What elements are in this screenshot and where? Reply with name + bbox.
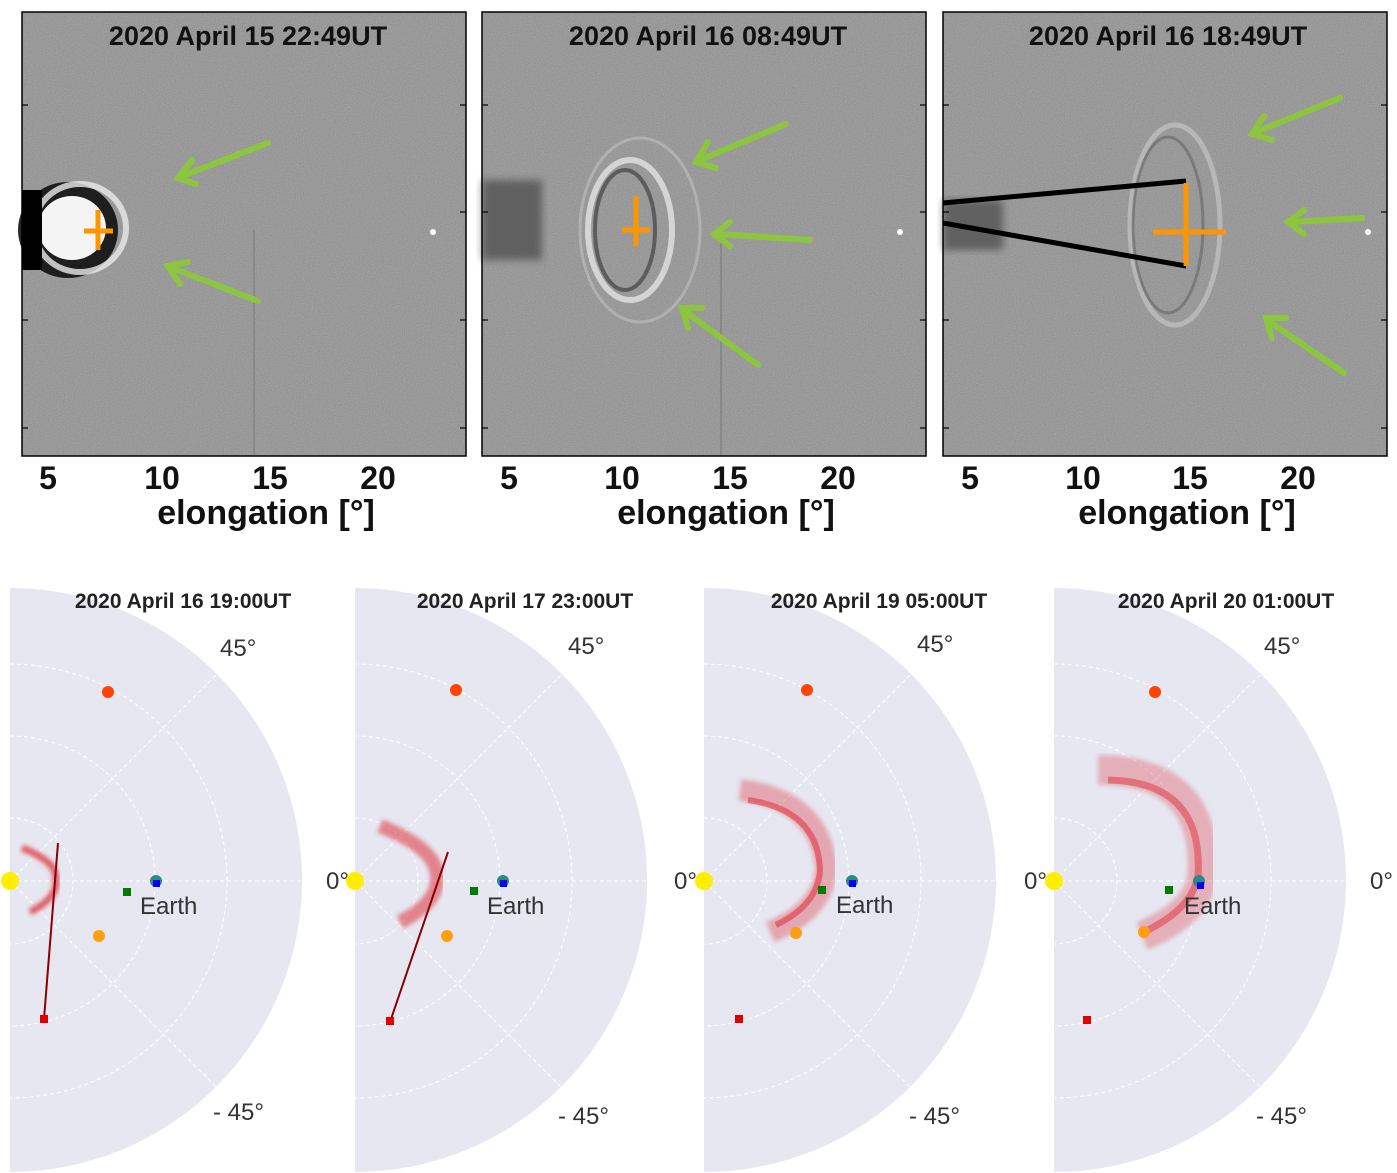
top-title-3: 2020 April 16 18:49UT [1029,21,1308,51]
angle-0-label-2: 0° [674,868,697,895]
polar-panel-3: 0° Earth 45° - 45° 2020 April 19 05:00UT [674,588,996,1172]
top-panel-2 [481,11,927,457]
angle-45-label-4: 45° [1264,633,1300,660]
green-arrows-1 [163,140,271,304]
angle-m45-label-3: - 45° [909,1103,960,1130]
x-tick-label: 10 [144,460,180,496]
earth-label-1: Earth [140,893,197,920]
green-arrows-2 [677,121,813,368]
earth-label-3: Earth [836,892,893,919]
angle-0-label-4: 0° [1370,868,1393,895]
orange-cross-2 [622,196,650,246]
polar-title-1: 2020 April 16 19:00UT [75,590,292,613]
x-tick-label: 15 [712,460,748,496]
x-axis-label-2: elongation [°] [617,494,835,532]
x-tick-label: 20 [820,460,856,496]
polar-panel-1: Earth 45° - 45° 2020 April 16 19:00UT [1,588,302,1172]
x-tick-label: 5 [500,460,518,496]
x-tick-label: 20 [1280,460,1316,496]
angle-45-label-1: 45° [220,635,256,662]
top-title-2: 2020 April 16 08:49UT [569,21,848,51]
top-title-1: 2020 April 15 22:49UT [109,21,388,51]
x-axis-label-3: elongation [°] [1078,494,1296,532]
x-tick-label: 15 [252,460,288,496]
angle-45-label-2: 45° [568,633,604,660]
x-axis-label-1: elongation [°] [157,494,375,532]
angle-0-label-1: 0° [326,868,349,895]
top-panel-3 [942,11,1388,457]
earth-label-2: Earth [487,893,544,920]
angle-m45-label-4: - 45° [1256,1103,1307,1130]
top-panel-1 [18,11,467,457]
orange-cross-1 [84,210,113,250]
x-tick-label: 5 [39,460,57,496]
x-tick-label: 5 [961,460,979,496]
green-arrows-3 [1247,95,1365,376]
fov-wedge [942,178,1187,269]
polar-title-2: 2020 April 17 23:00UT [417,590,634,613]
polar-title-3: 2020 April 19 05:00UT [771,590,988,613]
orange-cross-3 [1153,183,1226,266]
angle-m45-label-2: - 45° [558,1103,609,1130]
earth-label-4: Earth [1184,893,1241,920]
x-tick-label: 20 [360,460,396,496]
polar-title-4: 2020 April 20 01:00UT [1118,590,1335,613]
x-tick-label: 15 [1172,460,1208,496]
angle-0-label-3: 0° [1024,868,1047,895]
angle-m45-label-1: - 45° [213,1099,264,1126]
x-tick-label: 10 [1065,460,1101,496]
polar-panel-4: 0° Earth 45° - 45° 2020 April 20 01:00UT… [1024,588,1393,1172]
x-tick-label: 10 [604,460,640,496]
angle-45-label-3: 45° [917,631,953,658]
polar-panel-2: 0° Earth 45° - 45° 2020 April 17 23:00UT [326,588,647,1172]
